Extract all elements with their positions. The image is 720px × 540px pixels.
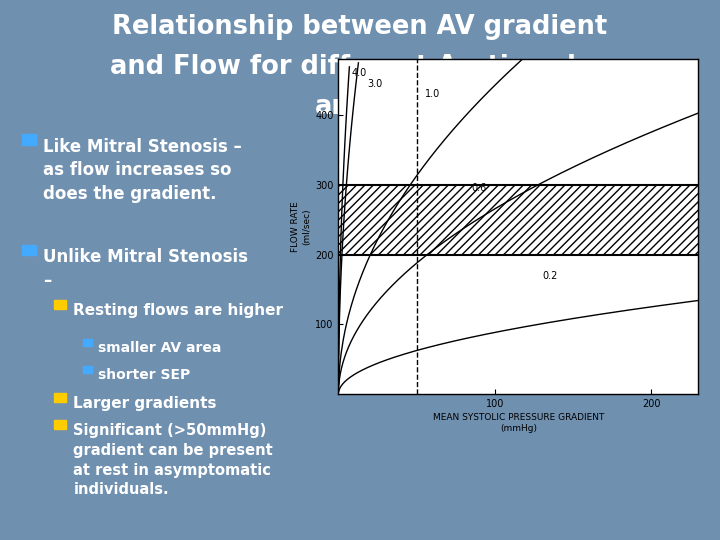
- Y-axis label: FLOW RATE
(ml/sec): FLOW RATE (ml/sec): [292, 201, 311, 252]
- Bar: [54, 393, 66, 402]
- Text: and Flow for different Aortic valve: and Flow for different Aortic valve: [110, 54, 610, 80]
- X-axis label: MEAN SYSTOLIC PRESSURE GRADIENT
(mmHg): MEAN SYSTOLIC PRESSURE GRADIENT (mmHg): [433, 413, 604, 433]
- Text: Larger gradients: Larger gradients: [73, 396, 217, 411]
- Bar: [22, 134, 36, 145]
- Text: 3.0: 3.0: [367, 79, 382, 89]
- Text: 1.0: 1.0: [425, 89, 440, 99]
- Text: areas.: areas.: [315, 94, 405, 120]
- Text: smaller AV area: smaller AV area: [98, 341, 221, 355]
- Text: 0.2: 0.2: [542, 271, 557, 281]
- Text: Relationship between AV gradient: Relationship between AV gradient: [112, 14, 608, 39]
- Text: Resting flows are higher: Resting flows are higher: [73, 303, 284, 318]
- Text: shorter SEP: shorter SEP: [98, 368, 190, 382]
- Bar: [54, 420, 66, 429]
- Text: 0.6: 0.6: [472, 184, 487, 193]
- Bar: [54, 300, 66, 309]
- Bar: [22, 245, 36, 255]
- Text: 4.0: 4.0: [351, 69, 366, 78]
- Text: Unlike Mitral Stenosis
–: Unlike Mitral Stenosis –: [43, 248, 248, 290]
- Text: Significant (>50mmHg)
gradient can be present
at rest in asymptomatic
individual: Significant (>50mmHg) gradient can be pr…: [73, 423, 273, 497]
- Text: Like Mitral Stenosis –
as flow increases so
does the gradient.: Like Mitral Stenosis – as flow increases…: [43, 138, 242, 203]
- Bar: [83, 339, 92, 346]
- Bar: [83, 366, 92, 373]
